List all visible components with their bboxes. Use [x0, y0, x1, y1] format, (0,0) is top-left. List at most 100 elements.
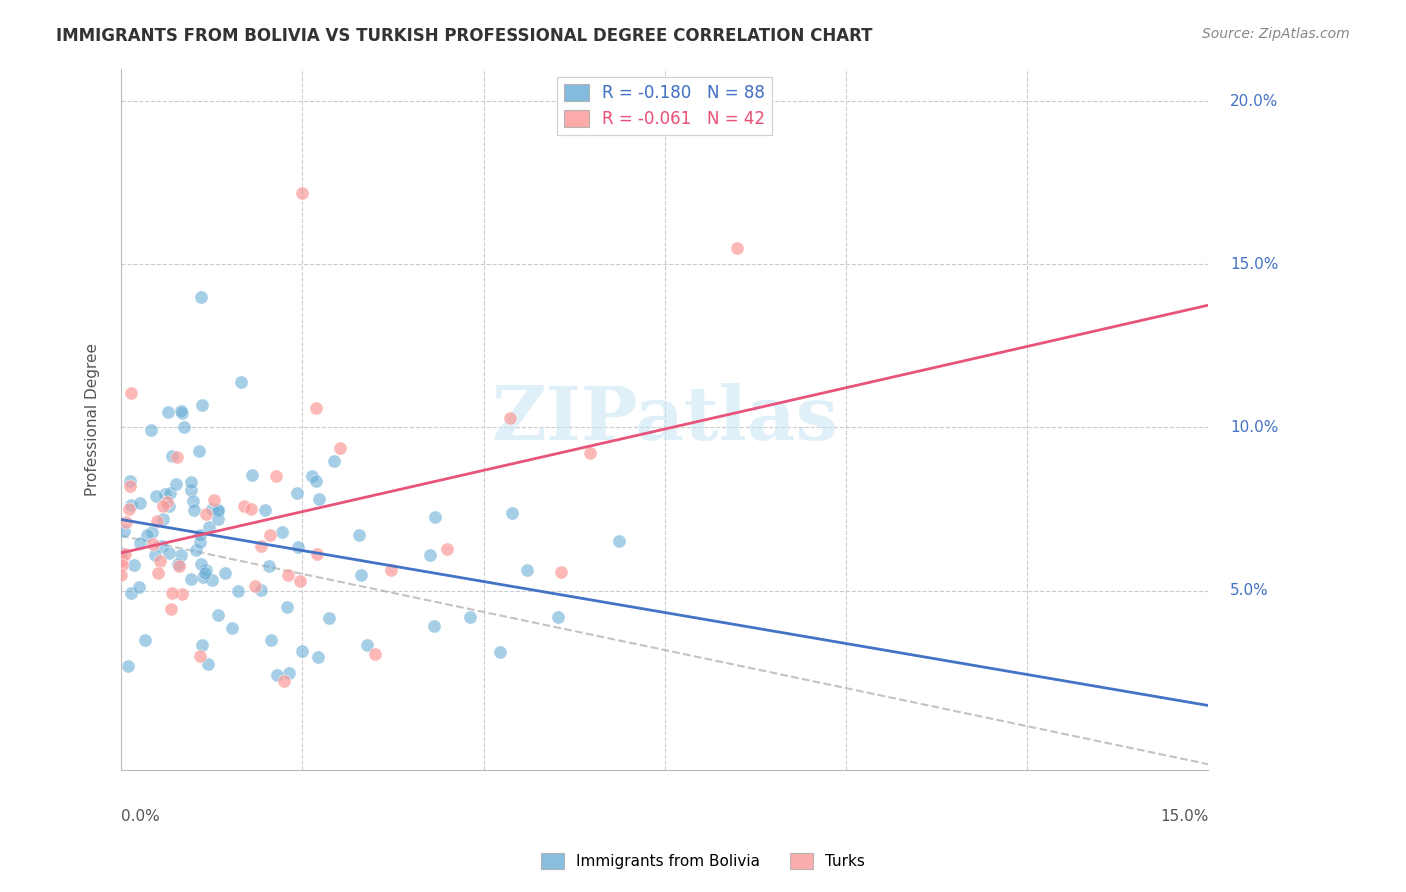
Point — [516, 563, 538, 577]
Point — [145, 489, 167, 503]
Point — [347, 527, 370, 541]
Point — [364, 648, 387, 662]
Point — [301, 468, 323, 483]
Point — [242, 467, 264, 482]
Point — [190, 398, 212, 412]
Point — [201, 501, 224, 516]
Point — [118, 502, 141, 516]
Point — [139, 423, 162, 437]
Point — [188, 648, 211, 663]
Point — [305, 401, 328, 416]
Text: 10.0%: 10.0% — [1230, 420, 1278, 435]
Point — [129, 536, 152, 550]
Point — [291, 644, 314, 658]
Point — [287, 486, 309, 500]
Point — [188, 534, 211, 549]
Point — [221, 621, 243, 635]
Point — [152, 512, 174, 526]
Point — [197, 657, 219, 672]
Point — [114, 547, 136, 561]
Point — [190, 558, 212, 572]
Point — [277, 665, 299, 680]
Point — [193, 566, 215, 581]
Point — [214, 566, 236, 580]
Point — [277, 568, 299, 582]
Point — [287, 541, 309, 555]
Legend: Immigrants from Bolivia, Turks: Immigrants from Bolivia, Turks — [534, 847, 872, 875]
Point — [170, 404, 193, 418]
Point — [259, 559, 281, 574]
Point — [149, 554, 172, 568]
Point — [291, 186, 314, 200]
Point — [170, 587, 193, 601]
Point — [134, 632, 156, 647]
Point — [498, 411, 520, 425]
Point — [114, 515, 136, 529]
Point — [170, 406, 193, 420]
Point — [254, 503, 277, 517]
Point — [141, 524, 163, 539]
Point — [193, 570, 215, 584]
Y-axis label: Professional Degree: Professional Degree — [86, 343, 100, 496]
Point — [183, 503, 205, 517]
Point — [187, 444, 209, 458]
Point — [110, 567, 132, 582]
Point — [276, 599, 298, 614]
Text: 0.0%: 0.0% — [121, 809, 160, 824]
Point — [188, 528, 211, 542]
Point — [207, 511, 229, 525]
Point — [162, 586, 184, 600]
Point — [195, 508, 218, 522]
Point — [157, 546, 180, 560]
Point — [273, 673, 295, 688]
Point — [186, 542, 208, 557]
Point — [308, 491, 330, 506]
Point — [143, 549, 166, 563]
Text: 15.0%: 15.0% — [1160, 809, 1208, 824]
Point — [436, 541, 458, 556]
Point — [165, 477, 187, 491]
Point — [423, 619, 446, 633]
Point — [118, 479, 141, 493]
Point — [239, 502, 262, 516]
Point — [117, 658, 139, 673]
Point — [152, 499, 174, 513]
Point — [112, 524, 135, 539]
Point — [350, 568, 373, 582]
Point — [329, 441, 352, 455]
Point — [356, 638, 378, 652]
Point — [318, 611, 340, 625]
Text: 5.0%: 5.0% — [1230, 583, 1268, 599]
Point — [207, 502, 229, 516]
Point — [198, 519, 221, 533]
Point — [250, 582, 273, 597]
Text: ZIPatlas: ZIPatlas — [491, 383, 838, 456]
Point — [202, 492, 225, 507]
Point — [423, 510, 446, 524]
Point — [501, 506, 523, 520]
Point — [207, 607, 229, 622]
Point — [156, 495, 179, 509]
Point — [145, 514, 167, 528]
Point — [156, 404, 179, 418]
Text: 20.0%: 20.0% — [1230, 94, 1278, 109]
Point — [271, 524, 294, 539]
Point — [122, 558, 145, 573]
Point — [194, 563, 217, 577]
Text: Source: ZipAtlas.com: Source: ZipAtlas.com — [1202, 27, 1350, 41]
Point — [550, 566, 572, 580]
Point — [120, 586, 142, 600]
Point — [460, 610, 482, 624]
Point — [191, 638, 214, 652]
Point — [142, 537, 165, 551]
Point — [266, 668, 288, 682]
Point — [166, 450, 188, 465]
Point — [155, 486, 177, 500]
Point — [173, 419, 195, 434]
Legend: R = -0.180   N = 88, R = -0.061   N = 42: R = -0.180 N = 88, R = -0.061 N = 42 — [557, 77, 772, 135]
Point — [547, 610, 569, 624]
Point — [229, 375, 252, 389]
Point — [419, 548, 441, 562]
Point — [150, 539, 173, 553]
Text: 15.0%: 15.0% — [1230, 257, 1278, 272]
